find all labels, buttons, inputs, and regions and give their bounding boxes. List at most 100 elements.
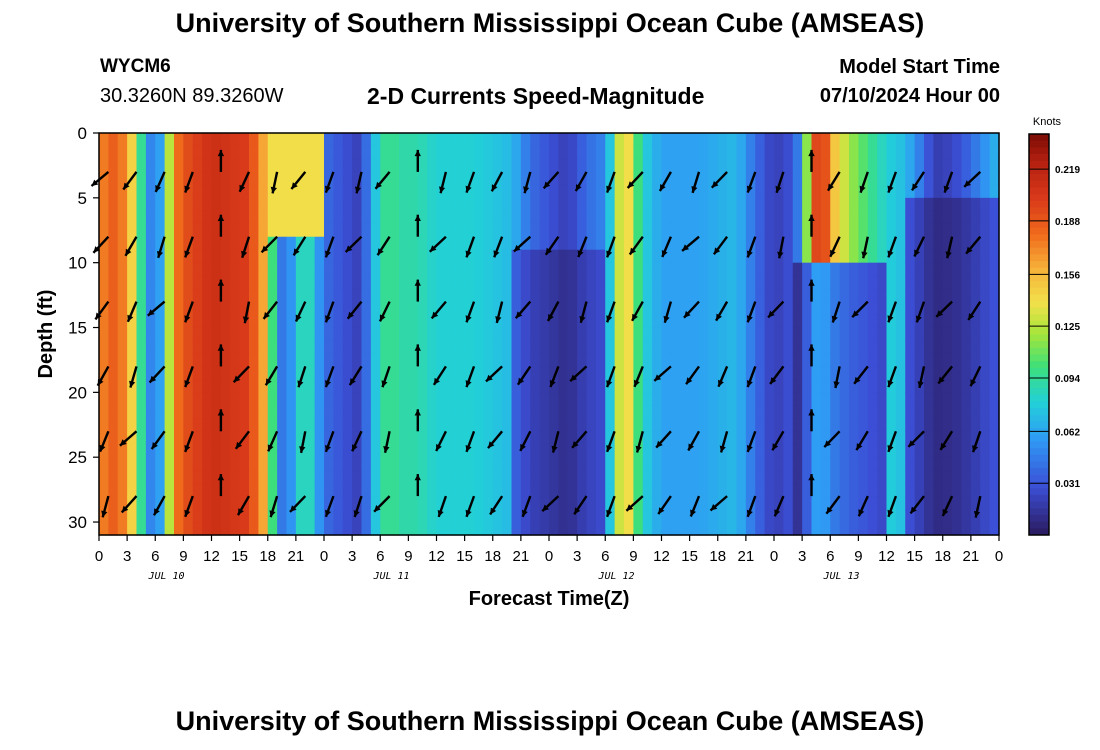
heatmap-cell <box>352 496 363 510</box>
heatmap-cell <box>539 158 550 173</box>
heatmap-cell <box>164 496 175 510</box>
heatmap-cell <box>595 301 606 316</box>
heatmap-cell <box>905 431 916 445</box>
heatmap-cell <box>511 171 522 186</box>
heatmap-cell <box>174 223 184 238</box>
heatmap-cell <box>652 314 663 329</box>
heatmap-cell <box>727 379 738 393</box>
current-vector-head <box>663 315 670 323</box>
heatmap-cell <box>530 496 541 510</box>
heatmap-cell <box>277 522 288 536</box>
heatmap-cell <box>230 249 241 264</box>
heatmap-cell <box>567 223 578 238</box>
current-vector-head <box>887 380 894 388</box>
heatmap-cell <box>117 496 128 510</box>
heatmap-cell <box>745 275 756 290</box>
heatmap-cell <box>108 171 119 186</box>
current-vector-head <box>377 248 384 256</box>
heatmap-cell <box>530 353 541 368</box>
heatmap-cell <box>277 444 288 458</box>
current-vector-head <box>349 378 356 386</box>
heatmap-cell <box>577 392 588 406</box>
heatmap-cell <box>670 522 681 536</box>
heatmap-cell <box>914 223 925 238</box>
heatmap-cell <box>614 496 625 510</box>
current-vector-head <box>574 507 581 515</box>
heatmap-cell <box>239 405 250 419</box>
heatmap-cell <box>202 314 213 329</box>
current-vector-head <box>746 509 753 517</box>
heatmap-cell <box>577 405 588 419</box>
heatmap-cell <box>924 197 934 212</box>
heatmap-cell <box>811 133 822 147</box>
heatmap-cell <box>464 262 475 277</box>
current-vector-head <box>772 443 779 451</box>
heatmap-cell <box>445 184 456 199</box>
heatmap-cell <box>549 483 559 497</box>
heatmap-cell <box>708 145 719 160</box>
heatmap-cell <box>680 301 691 316</box>
heatmap-cell <box>352 288 363 303</box>
heatmap-cell <box>370 133 381 147</box>
current-vector-head <box>465 445 472 452</box>
current-vector-head <box>912 183 919 191</box>
heatmap-cell <box>895 483 906 497</box>
heatmap-cell <box>905 509 916 523</box>
heatmap-cell <box>877 483 888 497</box>
heatmap-cell <box>286 496 297 510</box>
heatmap-cell <box>605 223 616 238</box>
heatmap-cell <box>136 483 147 497</box>
heatmap-cell <box>464 340 475 355</box>
heatmap-cell <box>380 249 391 264</box>
heatmap-cell <box>511 483 522 497</box>
heatmap-cell <box>614 133 625 147</box>
heatmap-cell <box>155 444 166 458</box>
heatmap-cell <box>455 223 466 238</box>
heatmap-cell <box>155 171 166 186</box>
heatmap-cell <box>699 431 709 445</box>
heatmap-cell <box>774 158 784 173</box>
heatmap-cell <box>652 483 663 497</box>
heatmap-cell <box>408 171 419 186</box>
heatmap-cell <box>99 470 109 484</box>
heatmap-cell <box>286 158 297 173</box>
heatmap-cell <box>399 444 409 458</box>
heatmap-cell <box>642 509 653 523</box>
heatmap-cell <box>99 327 109 342</box>
heatmap-cell <box>708 184 719 199</box>
heatmap-cell <box>286 301 297 316</box>
heatmap-cell <box>511 496 522 510</box>
heatmap-cell <box>464 353 475 368</box>
heatmap-cell <box>183 444 194 458</box>
heatmap-cell <box>605 301 616 316</box>
heatmap-cell <box>314 483 325 497</box>
heatmap-cell <box>267 133 278 147</box>
heatmap-cell <box>895 431 906 445</box>
heatmap-cell <box>652 210 663 225</box>
heatmap-cell <box>708 366 719 380</box>
current-vector-head <box>833 381 840 388</box>
heatmap-cell <box>642 522 653 536</box>
heatmap-cell <box>445 288 456 303</box>
heatmap-cell <box>183 522 194 536</box>
heatmap-cell <box>961 483 972 497</box>
heatmap-cell <box>445 171 456 186</box>
heatmap-cell <box>483 366 494 380</box>
heatmap-cell <box>586 340 597 355</box>
heatmap-cell <box>980 158 991 173</box>
heatmap-cell <box>689 158 700 173</box>
heatmap-cell <box>717 340 728 355</box>
heatmap-cell <box>408 158 419 173</box>
heatmap-cell <box>277 392 288 406</box>
heatmap-cell <box>455 457 466 471</box>
heatmap-cell <box>333 470 344 484</box>
heatmap-cell <box>352 133 363 147</box>
heatmap-cell <box>595 483 606 497</box>
heatmap-cell <box>961 418 972 432</box>
current-vector-head <box>831 315 838 323</box>
heatmap-cell <box>924 236 934 251</box>
heatmap-cell <box>324 171 334 186</box>
heatmap-cell <box>970 379 981 393</box>
heatmap-cell <box>389 236 400 251</box>
heatmap-cell <box>708 509 719 523</box>
